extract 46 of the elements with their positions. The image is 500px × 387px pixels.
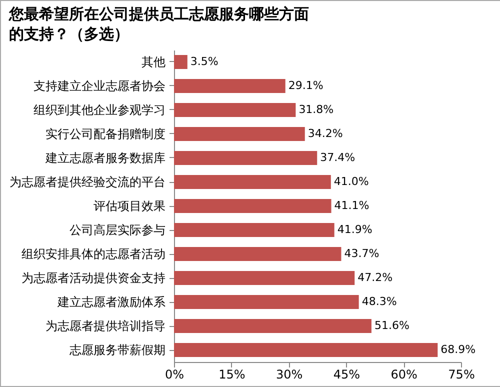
data-label: 51.6% (374, 319, 410, 332)
bar (174, 343, 438, 357)
data-label: 41.0% (334, 175, 369, 188)
x-tick-label: 75% (448, 368, 475, 382)
data-label: 34.2% (308, 127, 343, 140)
data-label: 43.7% (344, 247, 380, 260)
y-tick-label: 评估项目效果 (94, 199, 166, 213)
bar (174, 199, 332, 213)
y-tick-label: 公司高层实际参与 (70, 223, 166, 237)
bar (174, 247, 342, 261)
data-label: 41.9% (337, 223, 372, 236)
x-tick-label: 15% (218, 368, 246, 382)
y-tick-label: 为志愿者提供培训指导 (46, 319, 166, 333)
bar (174, 103, 296, 117)
data-label: 31.8% (298, 103, 334, 116)
bar (174, 127, 305, 141)
bar (174, 271, 355, 285)
y-tick-label: 实行公司配备捐赠制度 (46, 127, 166, 141)
bar (174, 223, 334, 237)
bar (174, 79, 286, 93)
bar (174, 175, 331, 189)
x-tick-label: 30% (276, 368, 303, 382)
y-tick-label: 建立志愿者激励体系 (56, 295, 166, 309)
x-tick-label: 60% (390, 368, 418, 382)
data-label: 47.2% (358, 271, 393, 284)
bar (174, 151, 318, 165)
y-tick-label: 建立志愿者服务数据库 (44, 151, 166, 165)
chart-title: 您最希望所在公司提供员工志愿服务哪些方面的支持？（多选） (8, 5, 309, 43)
y-tick-label: 其他 (142, 55, 166, 69)
bar (174, 319, 372, 333)
data-label: 37.4% (320, 151, 356, 164)
data-label: 41.1% (334, 199, 370, 212)
bar (174, 295, 359, 309)
y-tick-label: 为志愿者提供经验交流的平台 (10, 175, 166, 189)
y-tick-label: 组织安排具体的志愿者活动 (22, 247, 166, 261)
bar (174, 55, 188, 69)
data-label: 48.3% (362, 295, 397, 308)
data-label: 3.5% (190, 55, 218, 68)
data-label: 68.9% (440, 343, 476, 356)
y-tick-label: 为志愿者活动提供资金支持 (22, 271, 166, 285)
data-label: 29.1% (288, 79, 324, 92)
x-tick-label: 45% (333, 368, 360, 382)
x-tick-label: 0% (164, 368, 184, 382)
y-tick-label: 组织到其他企业参观学习 (34, 103, 166, 117)
y-tick-label: 志愿服务带薪假期 (70, 343, 166, 357)
y-tick-label: 支持建立企业志愿者协会 (34, 79, 166, 93)
